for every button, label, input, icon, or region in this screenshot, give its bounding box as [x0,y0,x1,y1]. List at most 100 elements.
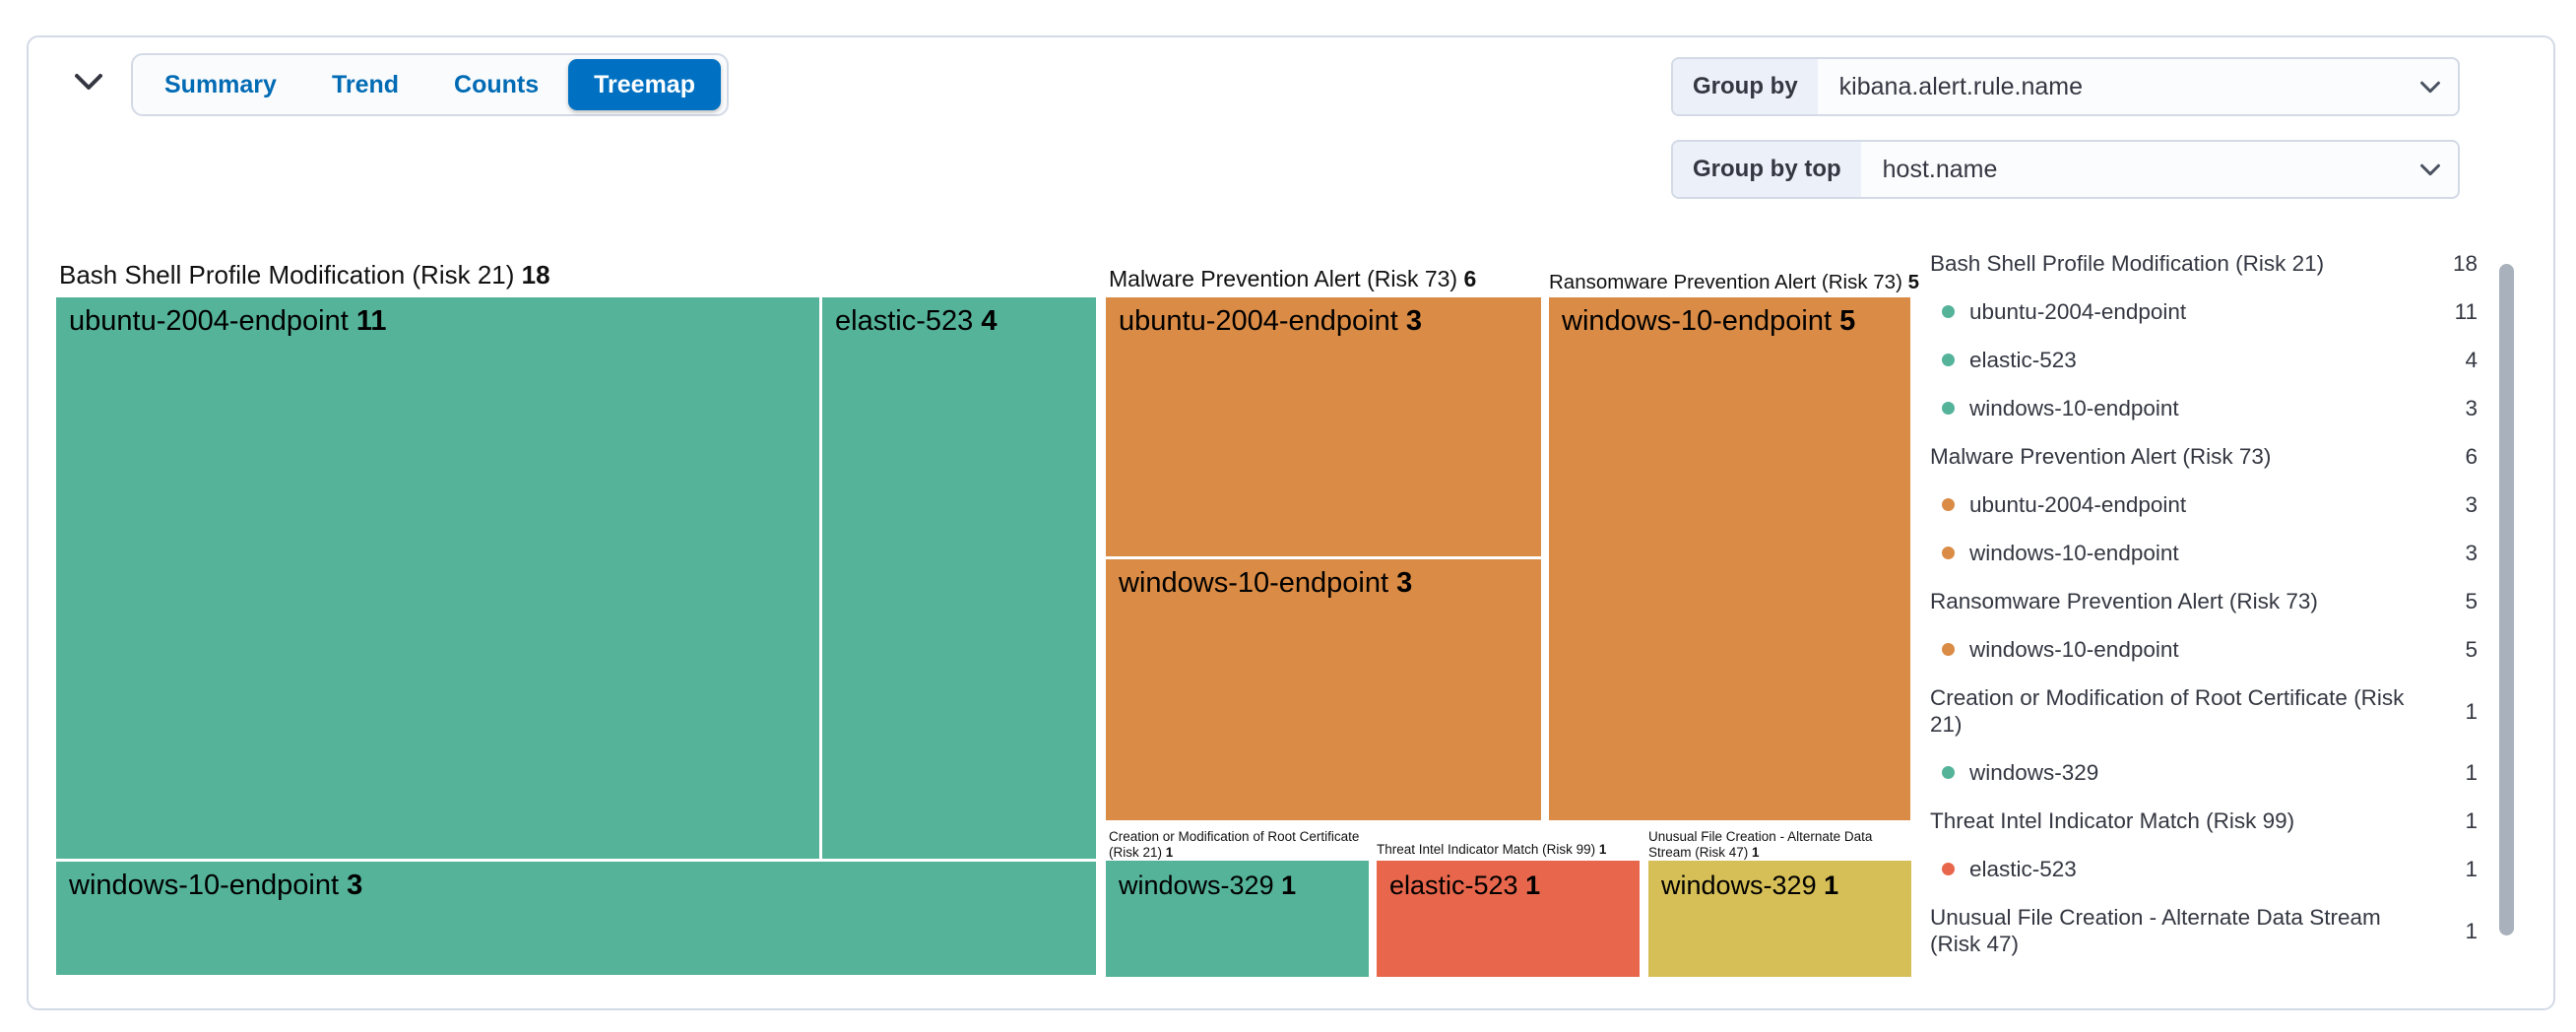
tab-summary[interactable]: Summary [139,59,302,110]
legend-label: ubuntu-2004-endpoint [1969,299,2187,324]
legend-scrollbar-thumb[interactable] [2499,264,2514,935]
treemap-group-header: Creation or Modification of Root Certifi… [1109,829,1360,860]
treemap-cell[interactable]: ubuntu-2004-endpoint 3 [1106,297,1541,556]
legend-host-row[interactable]: windows-329 1 [1930,759,2478,786]
count-value: 5 [1907,271,1919,293]
treemap-group-header: Bash Shell Profile Modification (Risk 21… [59,260,550,290]
treemap-cell[interactable]: windows-10-endpoint 3 [56,862,1096,975]
legend-label: Threat Intel Indicator Match (Risk 99) [1930,808,2295,833]
legend-host-row[interactable]: windows-10-endpoint 3 [1930,540,2478,566]
legend-color-dot [1942,354,1955,366]
legend-count: 1 [2465,918,2478,943]
count-value: 11 [355,305,387,337]
treemap-group-header: Unusual File Creation - Alternate Data S… [1648,829,1873,860]
legend-host-row[interactable]: windows-10-endpoint 3 [1930,395,2478,421]
legend-count: 1 [2465,698,2478,724]
legend-host-row[interactable]: windows-10-endpoint 5 [1930,636,2478,663]
legend-label: Unusual File Creation - Alternate Data S… [1930,905,2381,956]
legend-label: Creation or Modification of Root Certifi… [1930,685,2405,737]
legend-count: 3 [2465,492,2478,517]
treemap-cell[interactable]: windows-10-endpoint 3 [1106,559,1541,820]
legend-group-row[interactable]: Creation or Modification of Root Certifi… [1930,684,2478,738]
count-value: 18 [521,260,550,290]
tab-treemap[interactable]: Treemap [568,59,721,110]
legend-label: Malware Prevention Alert (Risk 73) [1930,444,2272,469]
treemap-cell[interactable]: windows-329 1 [1106,861,1369,977]
legend-group-row[interactable]: Unusual File Creation - Alternate Data S… [1930,904,2478,957]
treemap-cell-label: windows-10-endpoint 5 [1562,305,1856,337]
legend-color-dot [1942,863,1955,875]
chevron-down-icon [2403,142,2458,197]
count-value: 4 [981,305,998,337]
treemap-group-header: Ransomware Prevention Alert (Risk 73) 5 [1549,271,1919,293]
treemap-cell-label: ubuntu-2004-endpoint 11 [69,305,387,337]
treemap-cell-label: ubuntu-2004-endpoint 3 [1119,305,1422,337]
legend-host-row[interactable]: ubuntu-2004-endpoint 11 [1930,298,2478,325]
tab-trend[interactable]: Trend [306,59,424,110]
legend-label: windows-329 [1969,760,2099,785]
group-by-top-value: host.name [1882,155,1998,183]
legend-count: 4 [2465,348,2478,372]
tab-counts[interactable]: Counts [428,59,564,110]
collapse-panel-button[interactable] [67,63,110,102]
treemap-cell-label: windows-329 1 [1661,871,1839,900]
legend-label: windows-10-endpoint [1969,637,2179,662]
count-value: 3 [1405,305,1422,337]
legend-count: 1 [2465,760,2478,785]
chevron-down-icon [75,73,102,90]
legend-group-row[interactable]: Ransomware Prevention Alert (Risk 73) 5 [1930,588,2478,614]
treemap-cell-label: elastic-523 1 [1389,871,1541,900]
group-by-label: Group by [1673,59,1818,114]
legend-host-row[interactable]: elastic-523 1 [1930,856,2478,882]
treemap-cell[interactable]: elastic-523 1 [1377,861,1640,977]
view-tab-group: Summary Trend Counts Treemap [131,53,729,116]
legend-group-row[interactable]: Malware Prevention Alert (Risk 73) 6 [1930,443,2478,470]
group-by-value: kibana.alert.rule.name [1838,72,2084,100]
legend-count: 11 [2454,299,2478,324]
group-by-top-label: Group by top [1673,142,1861,197]
legend-group-row[interactable]: Threat Intel Indicator Match (Risk 99) 1 [1930,807,2478,834]
treemap-group-header: Threat Intel Indicator Match (Risk 99) 1 [1377,842,1607,857]
group-by-top-select[interactable]: Group by top host.name [1671,140,2460,199]
legend-color-dot [1942,643,1955,656]
treemap-cell[interactable]: windows-329 1 [1648,861,1911,977]
treemap-cell[interactable]: elastic-523 4 [822,297,1096,859]
legend-label: elastic-523 [1969,857,2077,881]
count-value: 1 [1525,871,1541,900]
treemap-group-header: Malware Prevention Alert (Risk 73) 6 [1109,266,1477,291]
legend-color-dot [1942,498,1955,511]
legend-count: 5 [2465,637,2478,662]
treemap-cell[interactable]: windows-10-endpoint 5 [1549,297,1910,820]
count-value: 5 [1839,305,1856,337]
legend-label: windows-10-endpoint [1969,396,2179,420]
chevron-down-icon [2403,59,2458,114]
count-value: 6 [1463,266,1477,291]
legend-count: 5 [2465,589,2478,613]
treemap-cell-label: elastic-523 4 [835,305,998,337]
legend-host-row[interactable]: elastic-523 4 [1930,347,2478,373]
treemap-cell-label: windows-329 1 [1119,871,1297,900]
count-value: 3 [347,870,363,901]
treemap-legend: Bash Shell Profile Modification (Risk 21… [1930,250,2478,979]
legend-count: 1 [2465,808,2478,833]
count-value: 1 [1281,871,1297,900]
count-value: 1 [1598,842,1607,857]
group-by-select[interactable]: Group by kibana.alert.rule.name [1671,57,2460,116]
legend-color-dot [1942,547,1955,559]
legend-label: elastic-523 [1969,348,2077,372]
legend-label: Ransomware Prevention Alert (Risk 73) [1930,589,2318,613]
legend-count: 1 [2465,857,2478,881]
treemap-cell[interactable]: ubuntu-2004-endpoint 11 [56,297,819,859]
legend-count: 3 [2465,541,2478,565]
legend-group-row[interactable]: Bash Shell Profile Modification (Risk 21… [1930,250,2478,277]
legend-color-dot [1942,402,1955,415]
treemap-cell-label: windows-10-endpoint 3 [69,870,363,901]
legend-color-dot [1942,766,1955,779]
count-value: 1 [1165,845,1174,860]
count-value: 1 [1752,845,1760,860]
legend-label: windows-10-endpoint [1969,541,2179,565]
legend-count: 6 [2465,444,2478,469]
legend-host-row[interactable]: ubuntu-2004-endpoint 3 [1930,491,2478,518]
count-value: 1 [1824,871,1839,900]
